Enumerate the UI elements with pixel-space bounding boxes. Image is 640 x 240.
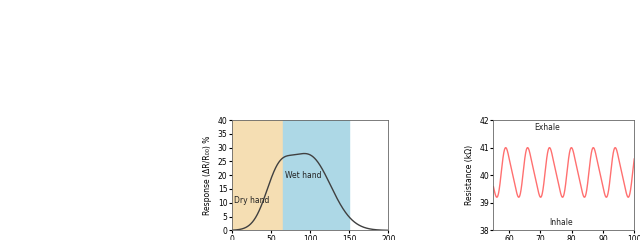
Text: Dry hand: Dry hand bbox=[234, 196, 269, 204]
Y-axis label: Resistance (kΩ): Resistance (kΩ) bbox=[465, 145, 474, 205]
Bar bbox=[283, 120, 349, 230]
Text: Exhale: Exhale bbox=[534, 123, 559, 132]
Bar bbox=[232, 120, 283, 230]
Text: Wet hand: Wet hand bbox=[285, 171, 321, 180]
Text: Inhale: Inhale bbox=[549, 218, 573, 227]
Y-axis label: Response (ΔR/R₀₀) %: Response (ΔR/R₀₀) % bbox=[204, 136, 212, 215]
